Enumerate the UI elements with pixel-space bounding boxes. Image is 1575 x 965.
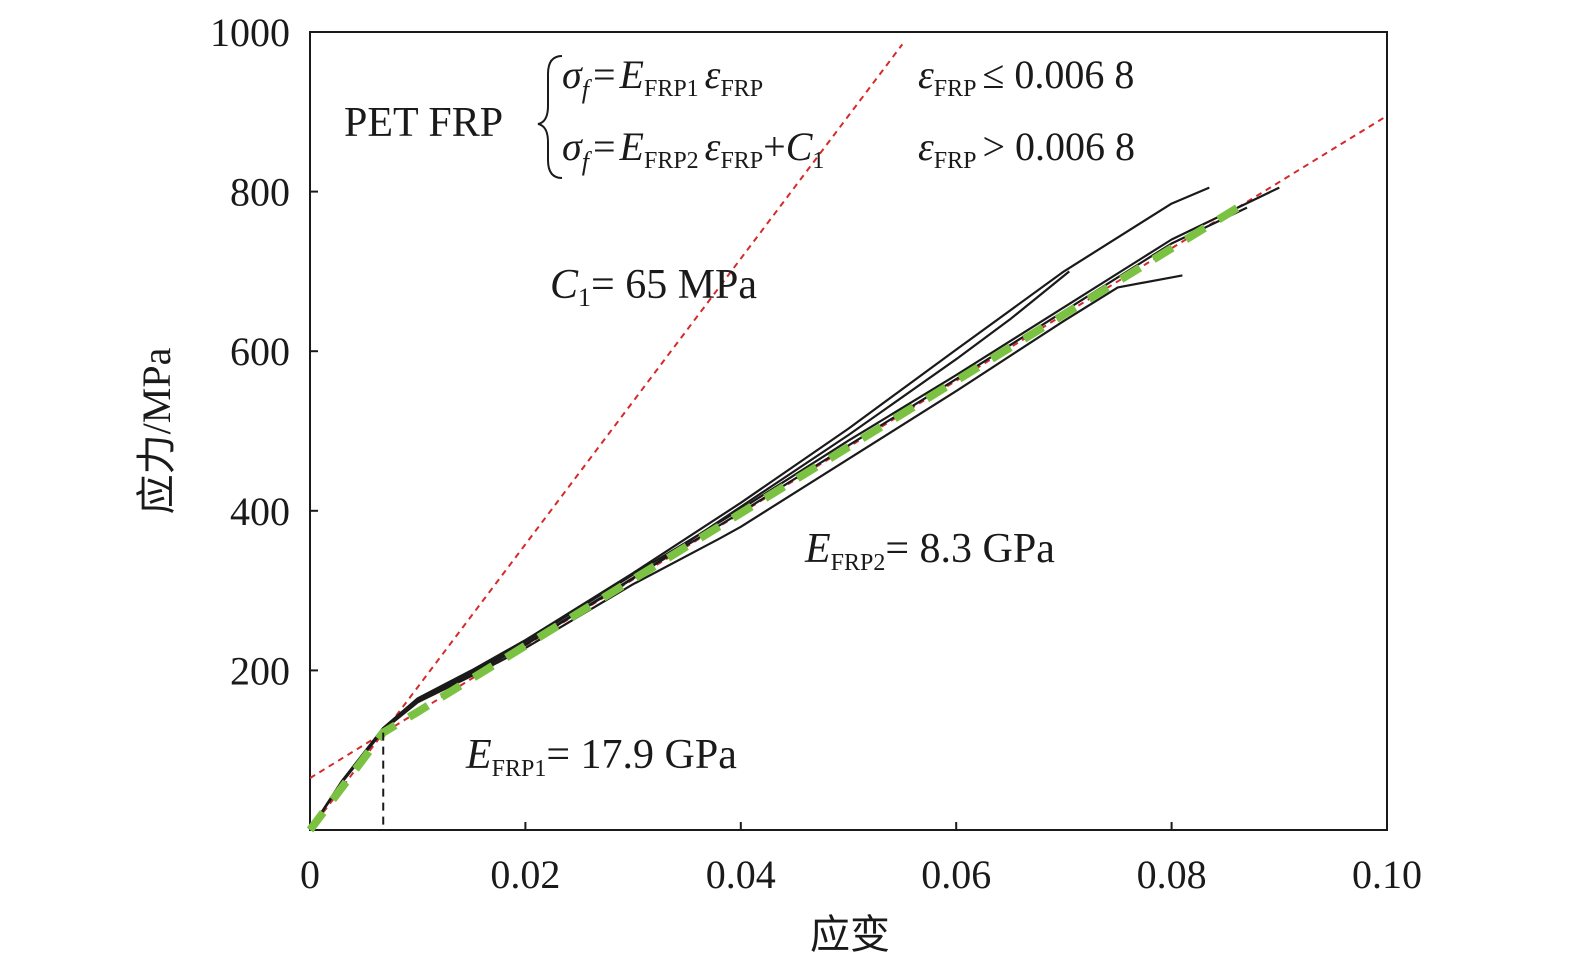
e-frp1-annotation: EFRP1= 17.9 GPa xyxy=(465,732,737,782)
eq2-plus: + xyxy=(763,124,786,169)
eq2-sigma: σ xyxy=(562,124,583,169)
eq1-E-sub: FRP1 xyxy=(644,76,699,102)
fit-line-1 xyxy=(310,43,904,830)
eq2-eps: ε xyxy=(705,124,721,169)
eq1-equals: = xyxy=(593,52,616,97)
eq1-cond-eps: ε xyxy=(918,52,934,97)
eq2-cond: > 0.006 8 xyxy=(982,124,1135,169)
x-axis: 0 0.02 0.04 0.06 0.08 0.10 xyxy=(300,822,1422,897)
equation-2-condition: εFRP > 0.006 8 xyxy=(918,124,1135,174)
eq2-cond-sub: FRP xyxy=(934,148,977,174)
c1-C: C xyxy=(550,262,579,308)
equation-2: σf = EFRP2 εFRP+C1 xyxy=(562,124,824,176)
y-tick-label: 1000 xyxy=(210,10,290,55)
x-axis-label: 应变 xyxy=(810,912,890,957)
eq2-sigma-sub: f xyxy=(582,147,593,176)
y-axis-label: 应力/MPa xyxy=(134,347,179,514)
e1-sub: FRP1 xyxy=(492,756,547,782)
eq2-cond-eps: ε xyxy=(918,124,934,169)
eq1-eps-sub: FRP xyxy=(720,76,763,102)
fit-lines xyxy=(310,43,1387,830)
equation-1-condition: εFRP ≤ 0.006 8 xyxy=(918,52,1134,102)
plot-frame xyxy=(309,31,1388,831)
eq1-eps: ε xyxy=(705,52,721,97)
x-tick-label: 0.02 xyxy=(490,852,560,897)
eq1-sigma-sub: f xyxy=(582,75,593,104)
material-label: PET FRP xyxy=(344,100,503,146)
test-curve-5 xyxy=(309,206,1248,831)
test-curves xyxy=(309,186,1280,831)
x-tick-label: 0.06 xyxy=(921,852,991,897)
eq1-sigma: σ xyxy=(562,52,583,97)
eq2-E-sub: FRP2 xyxy=(644,148,699,174)
c1-annotation: C1= 65 MPa xyxy=(550,262,757,312)
e1-E: E xyxy=(465,732,492,778)
model-curve-group xyxy=(306,198,1250,833)
eq2-E: E xyxy=(619,124,644,169)
eq1-cond: ≤ 0.006 8 xyxy=(982,52,1134,97)
y-tick-label: 200 xyxy=(230,648,290,693)
eq2-C-sub: 1 xyxy=(812,148,824,174)
x-tick-label: 0.10 xyxy=(1352,852,1422,897)
eq1-cond-sub: FRP xyxy=(934,76,977,102)
eq2-C: C xyxy=(786,124,814,169)
eq2-equals: = xyxy=(593,124,616,169)
y-tick-label: 600 xyxy=(230,329,290,374)
equation-brace xyxy=(537,55,563,179)
e2-sub: FRP2 xyxy=(831,550,886,576)
x-tick-label: 0.08 xyxy=(1137,852,1207,897)
model-curve xyxy=(306,198,1250,833)
equation-1: σf = EFRP1 εFRP xyxy=(562,52,763,104)
y-tick-label: 400 xyxy=(230,489,290,534)
e-frp2-annotation: EFRP2= 8.3 GPa xyxy=(804,526,1055,576)
c1-sub: 1 xyxy=(578,283,591,312)
eq1-E: E xyxy=(619,52,644,97)
e2-E: E xyxy=(804,526,831,572)
c1-value: = 65 MPa xyxy=(591,262,757,308)
e1-value: = 17.9 GPa xyxy=(546,732,737,778)
y-axis: 200 400 600 800 1000 xyxy=(210,10,318,693)
eq2-eps-sub: FRP xyxy=(720,148,763,174)
x-tick-label: 0 xyxy=(300,852,320,897)
y-tick-label: 800 xyxy=(230,170,290,215)
e2-value: = 8.3 GPa xyxy=(885,526,1055,572)
test-curve-1 xyxy=(309,186,1210,831)
x-tick-label: 0.04 xyxy=(706,852,776,897)
